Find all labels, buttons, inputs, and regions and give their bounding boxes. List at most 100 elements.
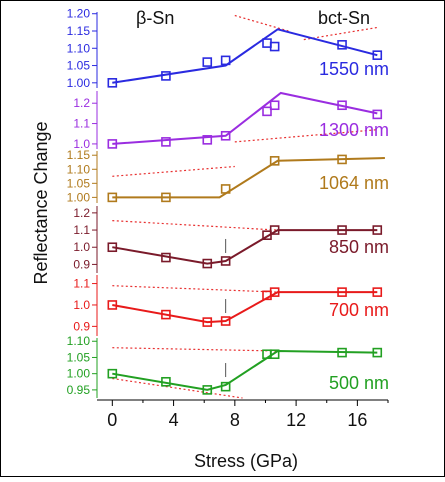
data-point-1300-nm bbox=[107, 139, 118, 149]
fit-line-1550-nm bbox=[112, 28, 378, 84]
panel-1064-nm: 1.151.101.051.00 1064 nm bbox=[67, 148, 389, 204]
y-tick-label-1064-nm: 1.15 bbox=[67, 148, 91, 162]
x-tick-label: 16 bbox=[347, 410, 367, 430]
data-point-1550-nm bbox=[372, 50, 383, 60]
panel-500-nm: 1.10 1.05 1.00 0.95 500 nm bbox=[67, 334, 389, 399]
y-tick-label-1550-nm: 1.00 bbox=[67, 76, 91, 90]
x-tick-label: 0 bbox=[107, 410, 117, 430]
data-point-1064-nm bbox=[107, 192, 118, 203]
data-point-1550-nm bbox=[202, 57, 213, 67]
x-tick-label: 12 bbox=[286, 410, 306, 430]
series-label-850-nm: 850 nm bbox=[329, 237, 389, 257]
y-tick-label-850-nm: 1.0 bbox=[73, 240, 90, 254]
data-point-1064-nm bbox=[161, 192, 171, 203]
y-tick-label-500-nm: 1.05 bbox=[67, 350, 91, 364]
data-point-500-nm bbox=[337, 347, 347, 358]
y-tick-label-1300-nm: 1.2 bbox=[73, 96, 90, 110]
data-point-1550-nm bbox=[161, 71, 171, 81]
fit-line-1064-nm bbox=[112, 157, 385, 199]
data-point-1550-nm bbox=[220, 55, 231, 66]
panel-850-nm: 1.2 1.1 1.0 0.9 850 nm bbox=[73, 206, 389, 273]
y-tick-label-1064-nm: 1.05 bbox=[67, 176, 91, 190]
data-point-1550-nm bbox=[337, 40, 347, 50]
data-point-850-nm bbox=[337, 225, 347, 235]
x-axis-label: Stress (GPa) bbox=[194, 451, 298, 471]
data-point-700-nm bbox=[372, 287, 383, 297]
phase-label-bct-sn: bct-Sn bbox=[318, 8, 370, 28]
x-tick-label: 4 bbox=[169, 410, 179, 430]
data-point-1300-nm bbox=[161, 137, 171, 147]
trend-line-1300-nm bbox=[234, 129, 378, 143]
x-axis: 0 4 8 12 16 bbox=[97, 399, 389, 430]
panel-1300-nm: 1.2 1.1 1.0 1300 nm bbox=[73, 91, 389, 151]
x-tick-label: 8 bbox=[230, 410, 240, 430]
y-tick-label-850-nm: 1.2 bbox=[73, 206, 90, 220]
y-tick-label-1550-nm: 1.05 bbox=[67, 59, 91, 73]
trend-line-1064-nm bbox=[112, 165, 235, 177]
y-tick-label-1550-nm: 1.15 bbox=[67, 24, 91, 38]
y-tick-label-500-nm: 0.95 bbox=[67, 383, 91, 397]
fit-line-700-nm bbox=[112, 291, 378, 324]
data-point-850-nm bbox=[107, 242, 118, 253]
data-point-1550-nm bbox=[107, 78, 118, 88]
y-tick-label-700-nm: 1.0 bbox=[73, 298, 90, 312]
y-axis-label: Reflectance Change bbox=[31, 121, 51, 284]
data-point-1300-nm bbox=[220, 130, 231, 141]
y-tick-label-1300-nm: 1.1 bbox=[73, 117, 90, 131]
data-point-850-nm bbox=[372, 225, 383, 235]
data-point-700-nm bbox=[161, 309, 171, 320]
phase-label-beta-sn: β-Sn bbox=[136, 8, 174, 28]
data-point-850-nm bbox=[269, 225, 280, 235]
data-point-700-nm bbox=[337, 287, 347, 297]
data-point-850-nm bbox=[262, 230, 272, 241]
data-point-1064-nm bbox=[337, 154, 347, 165]
data-point-500-nm bbox=[161, 376, 171, 387]
series-label-500-nm: 500 nm bbox=[329, 373, 389, 393]
trend2-line-500-nm bbox=[112, 377, 243, 399]
y-tick-label-1300-nm: 1.0 bbox=[73, 137, 90, 151]
trend-line-500-nm bbox=[112, 347, 278, 352]
data-point-700-nm bbox=[220, 316, 231, 326]
data-point-1550-nm bbox=[262, 38, 272, 48]
data-point-1064-nm bbox=[269, 156, 280, 166]
data-point-850-nm bbox=[202, 258, 213, 269]
data-point-700-nm bbox=[202, 317, 213, 327]
y-tick-label-850-nm: 1.1 bbox=[73, 223, 90, 237]
data-point-700-nm bbox=[107, 300, 118, 310]
data-point-1300-nm bbox=[269, 100, 280, 111]
y-tick-label-850-nm: 0.9 bbox=[73, 257, 90, 271]
data-point-1300-nm bbox=[262, 106, 272, 117]
series-label-1064-nm: 1064 nm bbox=[319, 173, 389, 193]
fit-line-1300-nm bbox=[112, 91, 378, 145]
trend-line-1550-nm bbox=[234, 14, 289, 32]
data-point-500-nm bbox=[269, 349, 280, 360]
series-label-1550-nm: 1550 nm bbox=[319, 59, 389, 79]
data-point-1300-nm bbox=[337, 100, 347, 111]
data-point-850-nm bbox=[161, 252, 171, 263]
trend-line-850-nm bbox=[112, 220, 278, 231]
data-point-1064-nm bbox=[220, 184, 231, 194]
y-tick-label-1550-nm: 1.10 bbox=[67, 41, 91, 55]
data-point-1300-nm bbox=[372, 109, 383, 120]
data-point-500-nm bbox=[107, 368, 118, 379]
y-tick-label-700-nm: 1.1 bbox=[73, 277, 90, 291]
y-tick-label-1064-nm: 1.10 bbox=[67, 162, 91, 176]
data-point-1300-nm bbox=[202, 135, 213, 145]
data-point-500-nm bbox=[220, 381, 231, 392]
trend2-line-1550-nm bbox=[303, 26, 378, 41]
y-tick-label-500-nm: 1.00 bbox=[67, 367, 91, 381]
data-point-700-nm bbox=[269, 287, 280, 297]
y-tick-label-1064-nm: 1.00 bbox=[67, 190, 91, 204]
data-point-1550-nm bbox=[269, 41, 280, 52]
fit-line-850-nm bbox=[112, 229, 378, 265]
panel-700-nm: 1.1 1.0 0.9 700 nm bbox=[73, 275, 389, 336]
panel-1550-nm: 1.20 1.15 1.10 1.05 1.00 1550 nm bbox=[67, 7, 389, 90]
data-point-850-nm bbox=[220, 256, 231, 266]
fit-line-500-nm bbox=[112, 349, 378, 391]
y-tick-label-500-nm: 1.10 bbox=[67, 334, 91, 348]
series-label-700-nm: 700 nm bbox=[329, 300, 389, 320]
y-tick-label-1550-nm: 1.20 bbox=[67, 7, 91, 21]
y-tick-label-700-nm: 0.9 bbox=[73, 319, 90, 333]
